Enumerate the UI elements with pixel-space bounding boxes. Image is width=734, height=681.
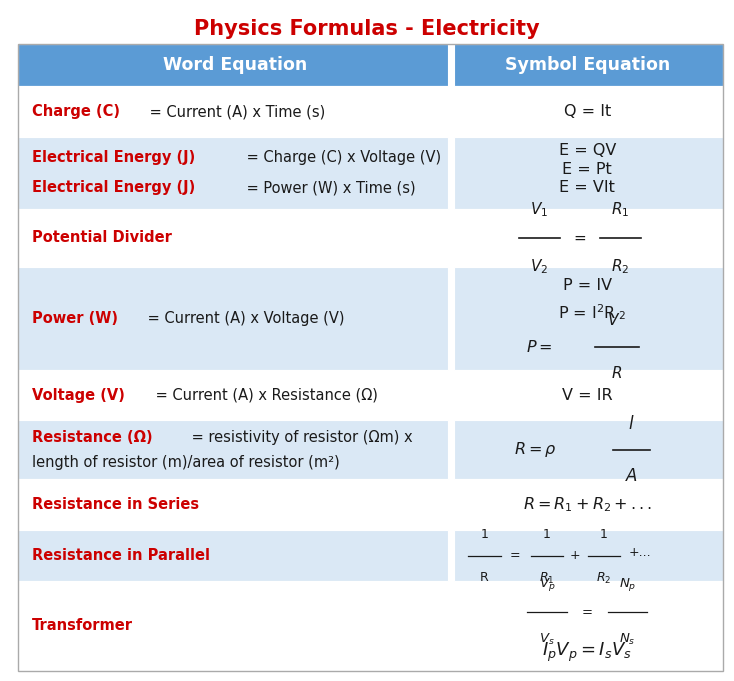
FancyBboxPatch shape bbox=[454, 138, 723, 208]
Text: Charge (C): Charge (C) bbox=[32, 104, 120, 119]
Text: $R_2$: $R_2$ bbox=[597, 571, 611, 586]
Text: $R$: $R$ bbox=[611, 365, 622, 381]
Text: Transformer: Transformer bbox=[32, 618, 133, 633]
Text: $N_p$: $N_p$ bbox=[619, 576, 636, 593]
Text: = Current (A) x Voltage (V): = Current (A) x Voltage (V) bbox=[142, 311, 344, 326]
Text: E = VIt: E = VIt bbox=[559, 180, 615, 195]
Text: $R = \rho$: $R = \rho$ bbox=[515, 441, 557, 460]
Text: =: = bbox=[510, 549, 520, 562]
Text: Voltage (V): Voltage (V) bbox=[32, 387, 125, 402]
Text: P = I$^2$R: P = I$^2$R bbox=[558, 303, 617, 321]
FancyBboxPatch shape bbox=[454, 44, 723, 86]
Text: +: + bbox=[570, 549, 580, 562]
Text: 1: 1 bbox=[543, 528, 550, 541]
Text: $V_1$: $V_1$ bbox=[531, 200, 548, 219]
Text: 1: 1 bbox=[481, 528, 488, 541]
FancyBboxPatch shape bbox=[454, 530, 723, 581]
FancyBboxPatch shape bbox=[454, 581, 723, 671]
FancyBboxPatch shape bbox=[454, 86, 723, 138]
Text: length of resistor (m)/area of resistor (m²): length of resistor (m)/area of resistor … bbox=[32, 455, 339, 470]
FancyBboxPatch shape bbox=[18, 479, 448, 530]
Text: $V_2$: $V_2$ bbox=[531, 257, 548, 276]
Text: Electrical Energy (J): Electrical Energy (J) bbox=[32, 151, 195, 165]
Text: $I_pV_p = I_sV_s$: $I_pV_p = I_sV_s$ bbox=[542, 642, 632, 665]
FancyBboxPatch shape bbox=[18, 581, 448, 671]
Text: 1: 1 bbox=[600, 528, 608, 541]
Text: $A$: $A$ bbox=[625, 467, 638, 485]
Text: Resistance (Ω): Resistance (Ω) bbox=[32, 430, 152, 445]
Text: E = Pt: E = Pt bbox=[562, 161, 612, 176]
Text: V = IR: V = IR bbox=[562, 387, 612, 402]
Text: $N_s$: $N_s$ bbox=[619, 631, 636, 646]
Text: = Charge (C) x Voltage (V): = Charge (C) x Voltage (V) bbox=[242, 151, 441, 165]
Text: = Power (W) x Time (s): = Power (W) x Time (s) bbox=[242, 180, 416, 195]
FancyBboxPatch shape bbox=[454, 268, 723, 370]
FancyBboxPatch shape bbox=[18, 420, 448, 479]
FancyBboxPatch shape bbox=[18, 530, 448, 581]
Text: Q = It: Q = It bbox=[564, 104, 611, 119]
Text: Power (W): Power (W) bbox=[32, 311, 117, 326]
Text: $V_p$: $V_p$ bbox=[539, 576, 555, 593]
Text: =: = bbox=[582, 606, 592, 619]
Text: $R_1$: $R_1$ bbox=[611, 200, 629, 219]
Text: $l$: $l$ bbox=[628, 415, 634, 433]
Text: E = QV: E = QV bbox=[559, 143, 616, 158]
Text: Electrical Energy (J): Electrical Energy (J) bbox=[32, 180, 195, 195]
Text: $P =$: $P =$ bbox=[526, 339, 553, 355]
Text: Physics Formulas - Electricity: Physics Formulas - Electricity bbox=[195, 19, 539, 39]
Text: Resistance in Series: Resistance in Series bbox=[32, 497, 199, 512]
FancyBboxPatch shape bbox=[454, 479, 723, 530]
Text: $R_1$: $R_1$ bbox=[539, 571, 555, 586]
Text: Potential Divider: Potential Divider bbox=[32, 230, 172, 245]
Text: =: = bbox=[573, 230, 586, 245]
FancyBboxPatch shape bbox=[454, 370, 723, 420]
Text: P = IV: P = IV bbox=[563, 279, 611, 294]
Text: Symbol Equation: Symbol Equation bbox=[504, 57, 670, 74]
Text: $V_s$: $V_s$ bbox=[539, 631, 555, 646]
FancyBboxPatch shape bbox=[18, 44, 448, 86]
FancyBboxPatch shape bbox=[18, 86, 448, 138]
Text: = Current (A) x Resistance (Ω): = Current (A) x Resistance (Ω) bbox=[151, 387, 378, 402]
FancyBboxPatch shape bbox=[18, 208, 448, 268]
FancyBboxPatch shape bbox=[454, 420, 723, 479]
Text: R: R bbox=[480, 571, 489, 584]
Text: $R_2$: $R_2$ bbox=[611, 257, 629, 276]
Text: Resistance in Parallel: Resistance in Parallel bbox=[32, 548, 210, 563]
Text: = resistivity of resistor (Ωm) x: = resistivity of resistor (Ωm) x bbox=[187, 430, 413, 445]
Text: Word Equation: Word Equation bbox=[163, 57, 307, 74]
FancyBboxPatch shape bbox=[454, 208, 723, 268]
Text: = Current (A) x Time (s): = Current (A) x Time (s) bbox=[145, 104, 325, 119]
Text: $R = R_1 + R_2 + ...$: $R = R_1 + R_2 + ...$ bbox=[523, 495, 652, 514]
FancyBboxPatch shape bbox=[18, 138, 448, 208]
Text: $V^2$: $V^2$ bbox=[607, 311, 626, 330]
Text: +...: +... bbox=[628, 545, 651, 558]
FancyBboxPatch shape bbox=[18, 268, 448, 370]
FancyBboxPatch shape bbox=[18, 370, 448, 420]
